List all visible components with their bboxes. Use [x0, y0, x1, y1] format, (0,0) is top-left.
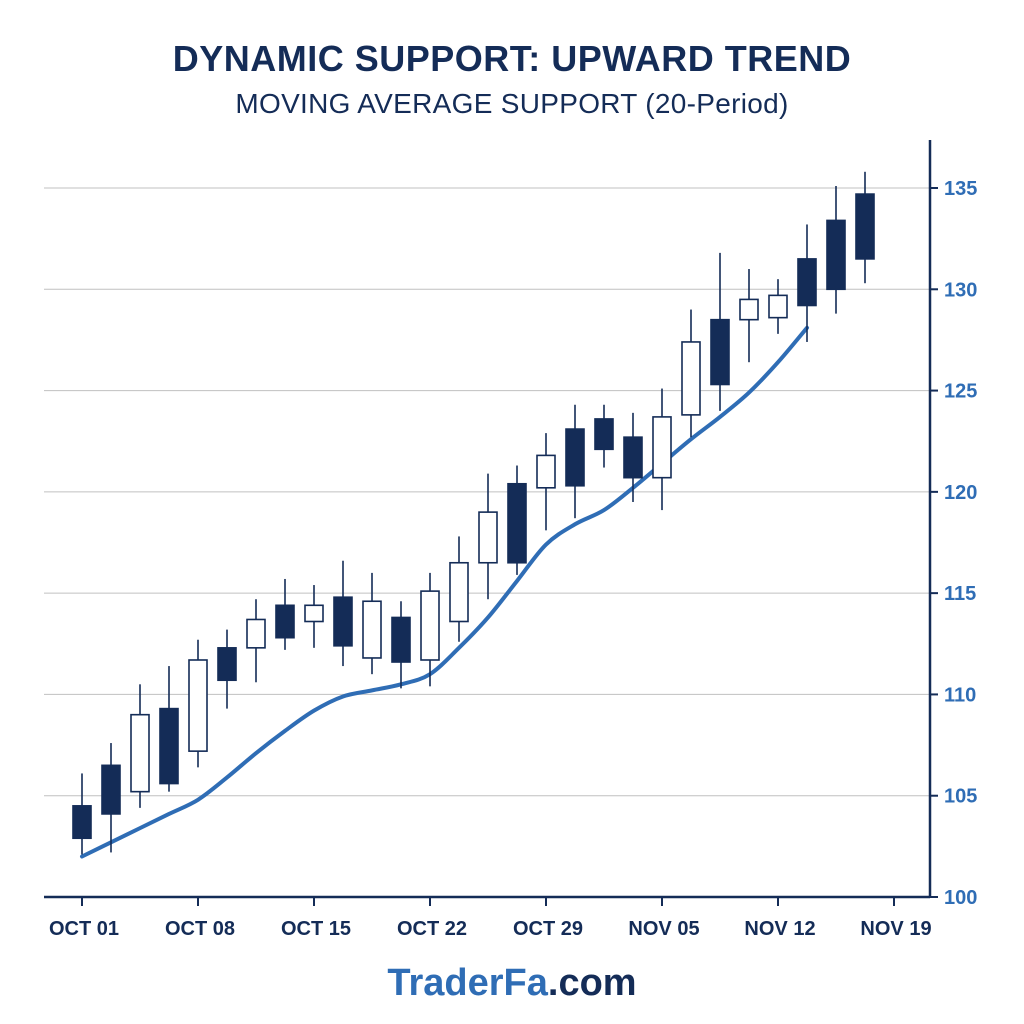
bearish-candle-body — [159, 707, 179, 785]
candle — [478, 473, 498, 600]
x-tick-label: OCT 01 — [49, 918, 119, 940]
bearish-candle-body — [594, 418, 614, 451]
candle — [217, 629, 237, 709]
bullish-candle-body — [130, 713, 150, 793]
candle — [449, 536, 469, 642]
bearish-candle-body — [217, 647, 237, 682]
candle — [739, 269, 759, 363]
bearish-candle-body — [855, 193, 875, 260]
bearish-candle-body — [333, 596, 353, 647]
bullish-candle-body — [449, 561, 469, 623]
candle — [855, 171, 875, 284]
bearish-candle-body — [275, 604, 295, 639]
candle — [826, 185, 846, 314]
chart-subtitle: MOVING AVERAGE SUPPORT (20-Period) — [235, 88, 789, 119]
bullish-candle-body — [188, 659, 208, 752]
brand-domain: .com — [547, 962, 637, 1004]
candle — [362, 572, 382, 675]
bearish-candle-body — [826, 219, 846, 291]
candle — [391, 601, 411, 689]
y-tick-label-135: 135 — [944, 178, 977, 200]
candle — [623, 412, 643, 502]
y-tick-label-110: 110 — [944, 684, 976, 706]
candle — [710, 252, 730, 411]
candle — [246, 599, 266, 683]
x-tick-label: NOV 19 — [860, 918, 931, 940]
candle — [797, 224, 817, 342]
moving-average-line — [80, 325, 809, 859]
bullish-candle-body — [304, 604, 324, 623]
axes — [44, 140, 938, 906]
bearish-candle-body — [710, 318, 730, 386]
candle — [188, 639, 208, 768]
bullish-candle-body — [652, 416, 672, 479]
candle — [507, 465, 527, 575]
x-tick-label: NOV 05 — [628, 918, 699, 940]
x-tick-label: OCT 08 — [165, 918, 235, 940]
candle — [768, 279, 788, 334]
bearish-candle-body — [507, 482, 527, 564]
bullish-candle-body — [420, 590, 440, 661]
candle — [101, 743, 121, 853]
candle — [652, 388, 672, 511]
bearish-candle-body — [101, 764, 121, 815]
bearish-candle-body — [72, 805, 92, 840]
x-tick-label: NOV 12 — [744, 918, 815, 940]
bearish-candle-body — [797, 258, 817, 307]
y-tick-label-100: 100 — [944, 887, 977, 909]
bearish-candle-body — [623, 436, 643, 479]
bullish-candle-body — [478, 511, 498, 564]
candle — [333, 560, 353, 667]
brand-name: TraderFa — [387, 962, 548, 1004]
chart-title: DYNAMIC SUPPORT: UPWARD TREND — [172, 38, 852, 79]
candle — [130, 684, 150, 808]
candle — [304, 585, 324, 648]
bullish-candle-body — [246, 618, 266, 649]
x-tick-label: OCT 29 — [513, 918, 583, 940]
candle — [594, 404, 614, 468]
candle — [681, 309, 701, 438]
grid-lines — [44, 187, 930, 797]
candle — [420, 572, 440, 687]
y-tick-labels: 100 105 110 115 120 125 130 135 — [944, 178, 977, 909]
candle — [275, 578, 295, 650]
y-tick-label-105: 105 — [944, 786, 977, 808]
moving-average — [80, 325, 809, 859]
bullish-candle-body — [536, 454, 556, 489]
candle — [159, 666, 179, 792]
x-tick-labels: OCT 01 OCT 08 OCT 15 OCT 22 OCT 29 NOV 05 NOV … — [49, 918, 932, 940]
y-tick-label-125: 125 — [944, 381, 977, 403]
bearish-candle-body — [565, 428, 585, 487]
candle — [536, 433, 556, 531]
bullish-candle-body — [362, 600, 382, 659]
candle — [565, 404, 585, 519]
candles — [72, 171, 875, 855]
y-tick-label-115: 115 — [944, 583, 976, 605]
footer-brand: TraderFa.com — [0, 962, 1024, 1005]
x-tick-label: OCT 15 — [281, 918, 351, 940]
bullish-candle-body — [681, 341, 701, 416]
candle — [72, 773, 92, 855]
bullish-candle-body — [768, 294, 788, 319]
bearish-candle-body — [391, 616, 411, 663]
x-tick-label: OCT 22 — [397, 918, 467, 940]
y-tick-label-120: 120 — [944, 482, 977, 504]
y-tick-label-130: 130 — [944, 279, 977, 301]
bullish-candle-body — [739, 298, 759, 321]
